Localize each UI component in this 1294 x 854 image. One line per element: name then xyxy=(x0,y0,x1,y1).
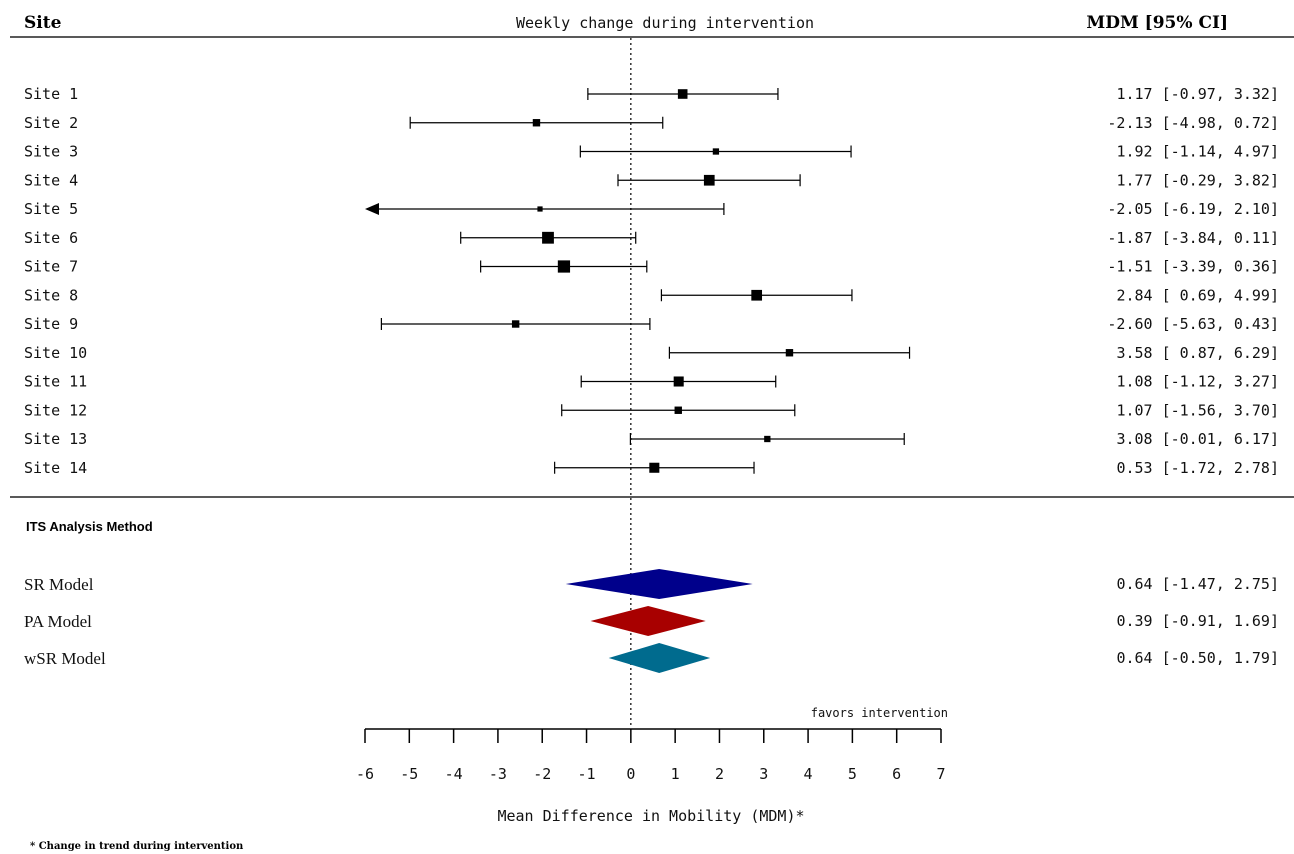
point-estimate xyxy=(674,406,682,414)
site-row: Site 13 3.08 [-0.01, 6.17] xyxy=(24,430,1279,448)
model-label: PA Model xyxy=(24,612,92,631)
point-estimate xyxy=(537,206,543,212)
model-diamond xyxy=(590,606,706,636)
point-estimate xyxy=(673,376,684,387)
site-row: Site 5 -2.05 [-6.19, 2.10] xyxy=(24,200,1279,218)
site-label: Site 8 xyxy=(24,286,78,304)
ci-text: 1.17 [-0.97, 3.32] xyxy=(1116,85,1279,103)
site-estimates: Site 1 1.17 [-0.97, 3.32] Site 2 -2.13 [-4.… xyxy=(24,85,1279,477)
header-site: Site xyxy=(24,13,62,33)
site-row: Site 10 3.58 [ 0.87, 6.29] xyxy=(24,344,1279,362)
site-row: Site 14 0.53 [-1.72, 2.78] xyxy=(24,459,1279,477)
ci-text: 1.08 [-1.12, 3.27] xyxy=(1116,373,1279,391)
model-label: SR Model xyxy=(24,575,94,594)
ci-text: 0.64 [-0.50, 1.79] xyxy=(1116,649,1279,667)
model-label: wSR Model xyxy=(24,649,106,668)
section-label: ITS Analysis Method xyxy=(26,519,153,534)
tick-label: -1 xyxy=(578,765,596,783)
site-row: Site 4 1.77 [-0.29, 3.82] xyxy=(24,171,1279,189)
ci-text: 2.84 [ 0.69, 4.99] xyxy=(1116,286,1279,304)
point-estimate xyxy=(532,119,541,127)
x-axis-label: Mean Difference in Mobility (MDM)* xyxy=(497,807,804,825)
point-estimate xyxy=(764,435,771,443)
site-label: Site 1 xyxy=(24,85,78,103)
point-estimate xyxy=(785,349,794,357)
site-row: Site 1 1.17 [-0.97, 3.32] xyxy=(24,85,1279,103)
point-estimate xyxy=(649,462,660,473)
ci-text: 0.39 [-0.91, 1.69] xyxy=(1116,612,1279,630)
model-row: PA Model 0.39 [-0.91, 1.69] xyxy=(24,606,1279,636)
point-estimate xyxy=(511,320,520,328)
model-estimates: SR Model 0.64 [-1.47, 2.75] PA Model 0.39 [… xyxy=(24,569,1279,673)
tick-label: 0 xyxy=(626,765,635,783)
point-estimate xyxy=(751,289,763,301)
tick-label: 3 xyxy=(759,765,768,783)
tick-label: 7 xyxy=(936,765,945,783)
ci-text: 1.77 [-0.29, 3.82] xyxy=(1116,171,1279,189)
ci-text: -2.13 [-4.98, 0.72] xyxy=(1107,114,1279,132)
tick-label: 6 xyxy=(892,765,901,783)
ci-text: 3.08 [-0.01, 6.17] xyxy=(1116,430,1279,448)
site-row: Site 2 -2.13 [-4.98, 0.72] xyxy=(24,114,1279,132)
tick-label: 5 xyxy=(848,765,857,783)
point-estimate xyxy=(712,148,720,155)
header-mdm: MDM [95% CI] xyxy=(1086,13,1228,33)
model-diamond xyxy=(608,643,711,673)
ci-arrow xyxy=(365,203,379,215)
ci-text: 0.53 [-1.72, 2.78] xyxy=(1116,459,1279,477)
site-label: Site 11 xyxy=(24,373,87,391)
model-row: SR Model 0.64 [-1.47, 2.75] xyxy=(24,569,1279,599)
point-estimate xyxy=(542,231,554,244)
favors-label: favors intervention xyxy=(811,706,948,720)
site-label: Site 14 xyxy=(24,459,87,477)
model-diamond xyxy=(565,569,753,599)
x-axis: -6 -5 -4 -3 -2 -1 0 1 2 3 4 5 6 7 xyxy=(356,728,946,783)
footnote: * Change in trend during intervention xyxy=(30,841,244,852)
tick-label: 1 xyxy=(671,765,680,783)
site-label: Site 6 xyxy=(24,229,78,247)
site-label: Site 3 xyxy=(24,143,78,161)
tick-label: 4 xyxy=(804,765,813,783)
tick-label: -4 xyxy=(445,765,463,783)
site-label: Site 10 xyxy=(24,344,87,362)
tick-label: -2 xyxy=(533,765,551,783)
site-label: Site 4 xyxy=(24,171,78,189)
site-row: Site 11 1.08 [-1.12, 3.27] xyxy=(24,373,1279,391)
site-row: Site 3 1.92 [-1.14, 4.97] xyxy=(24,143,1279,161)
site-row: Site 12 1.07 [-1.56, 3.70] xyxy=(24,401,1279,419)
site-label: Site 2 xyxy=(24,114,78,132)
ci-text: -1.87 [-3.84, 0.11] xyxy=(1107,229,1279,247)
site-label: Site 7 xyxy=(24,258,78,276)
site-label: Site 13 xyxy=(24,430,87,448)
tick-label: -3 xyxy=(489,765,507,783)
point-estimate xyxy=(703,174,715,186)
site-row: Site 6 -1.87 [-3.84, 0.11] xyxy=(24,229,1279,247)
ci-text: 0.64 [-1.47, 2.75] xyxy=(1116,575,1279,593)
point-estimate xyxy=(557,260,571,273)
site-label: Site 5 xyxy=(24,200,78,218)
model-row: wSR Model 0.64 [-0.50, 1.79] xyxy=(24,643,1279,673)
ci-text: 3.58 [ 0.87, 6.29] xyxy=(1116,344,1279,362)
ci-text: 1.07 [-1.56, 3.70] xyxy=(1116,401,1279,419)
tick-label: -6 xyxy=(356,765,374,783)
tick-label: -5 xyxy=(400,765,418,783)
ci-text: 1.92 [-1.14, 4.97] xyxy=(1116,143,1279,161)
tick-label: 2 xyxy=(715,765,724,783)
site-label: Site 12 xyxy=(24,401,87,419)
ci-text: -2.05 [-6.19, 2.10] xyxy=(1107,200,1279,218)
point-estimate xyxy=(677,89,688,99)
ci-text: -1.51 [-3.39, 0.36] xyxy=(1107,258,1279,276)
ci-text: -2.60 [-5.63, 0.43] xyxy=(1107,315,1279,333)
site-row: Site 7 -1.51 [-3.39, 0.36] xyxy=(24,258,1279,276)
site-row: Site 8 2.84 [ 0.69, 4.99] xyxy=(24,286,1279,304)
site-label: Site 9 xyxy=(24,315,78,333)
header-title: Weekly change during intervention xyxy=(516,14,814,32)
site-row: Site 9 -2.60 [-5.63, 0.43] xyxy=(24,315,1279,333)
